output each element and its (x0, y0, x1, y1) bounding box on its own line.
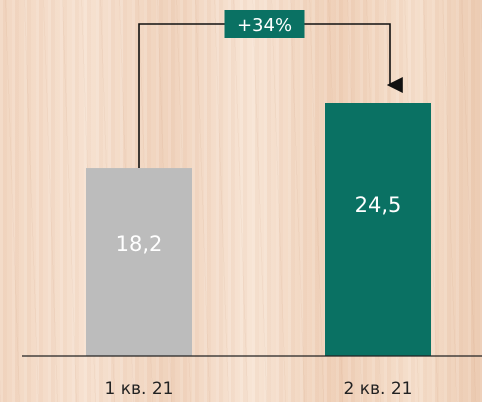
category-label-1: 1 кв. 21 (105, 379, 174, 399)
bar-2 (325, 103, 431, 356)
growth-badge-label: +34% (237, 15, 292, 36)
growth-badge (224, 10, 305, 38)
bars: 18,2 24,5 (86, 103, 431, 356)
bar-value-label-1: 18,2 (116, 232, 163, 256)
bar-1 (86, 168, 192, 356)
growth-annotation: +34% (138, 10, 403, 169)
bar-value-label-2: 24,5 (355, 193, 402, 217)
category-labels: 1 кв. 21 2 кв. 21 (105, 379, 413, 399)
category-label-2: 2 кв. 21 (344, 379, 413, 399)
